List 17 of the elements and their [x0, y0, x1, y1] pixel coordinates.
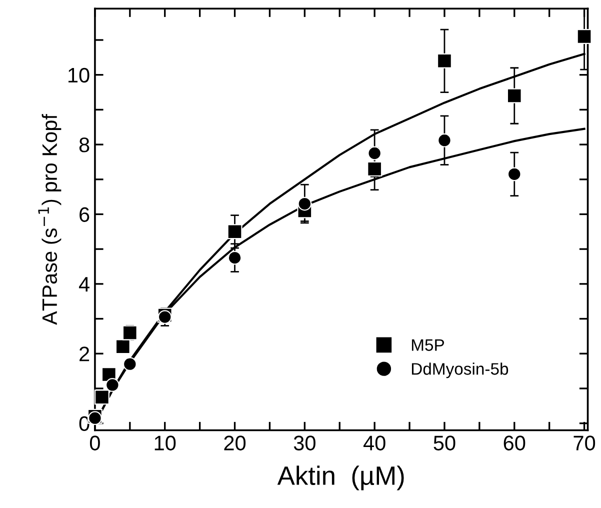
x-tick-label: 30 — [294, 436, 316, 450]
y-tick-label: 10 — [68, 68, 90, 83]
x-tick-label: 70 — [574, 436, 596, 450]
y-tick-label: 2 — [80, 346, 90, 362]
legend-label: DdMyosin-5b — [412, 362, 508, 378]
y-tick-label: 6 — [80, 207, 90, 222]
legend-label: M5P — [412, 339, 444, 351]
y-axis-title: ATPase (s$^{−1}$) pro Kopf — [38, 114, 62, 325]
x-tick-label: 20 — [224, 436, 246, 450]
y-tick-label: 8 — [79, 138, 90, 152]
x-tick-label: 10 — [154, 436, 176, 450]
x-tick-label: 60 — [504, 436, 526, 450]
x-tick-label: 0 — [90, 436, 100, 450]
x-tick-label: 40 — [363, 436, 386, 450]
x-tick-label: 50 — [434, 436, 456, 450]
x-axis-title: Aktin (µM) — [277, 466, 404, 490]
y-tick-label: 4 — [78, 277, 90, 292]
